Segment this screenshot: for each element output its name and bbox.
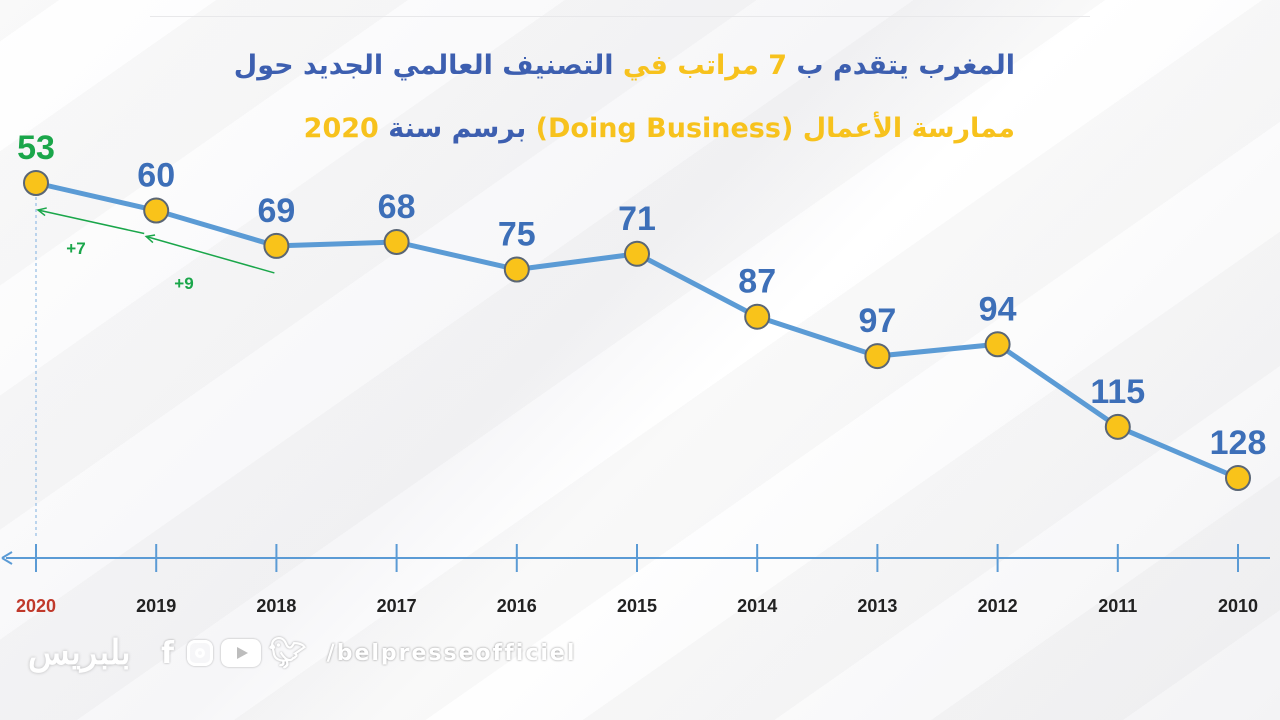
- data-label-2014: 87: [738, 263, 776, 301]
- title-line-2-segment-2: برسم سنة: [388, 113, 536, 144]
- title-line-2-segment-0: ممارسة الأعمال: [802, 113, 1015, 144]
- x-tick-label-2020: 2020: [16, 596, 56, 616]
- data-label-2018: 69: [257, 192, 295, 230]
- data-point-2011: [1104, 413, 1131, 440]
- data-point-2010: [1225, 465, 1251, 491]
- x-tick-label-2013: 2013: [857, 596, 897, 616]
- annotation-plus9: +9: [174, 274, 193, 293]
- data-point-2014: [744, 303, 771, 330]
- brand-logo: بلبريس: [28, 633, 132, 673]
- x-tick-label-2014: 2014: [737, 596, 777, 616]
- title-line-2-segment-1: (Doing Business): [535, 113, 803, 144]
- data-label-2020: 53: [17, 129, 55, 167]
- data-label-2011: 115: [1090, 373, 1145, 411]
- instagram-icon[interactable]: [186, 640, 213, 666]
- data-label-2013: 97: [858, 302, 896, 340]
- x-tick-label-2015: 2015: [617, 596, 657, 616]
- title-line-1-segment-3: التصنيف العالمي الجديد حول: [233, 50, 623, 81]
- data-point-2019: [143, 197, 170, 224]
- data-point-2017: [383, 229, 410, 255]
- x-tick-label-2011: 2011: [1098, 596, 1137, 616]
- data-label-2015: 71: [618, 200, 656, 238]
- twitter-icon[interactable]: 🐦︎: [268, 635, 307, 671]
- annotation-arrow-plus7-shaft: [37, 209, 145, 235]
- data-point-2012: [984, 331, 1011, 358]
- x-axis-arrow: [1, 551, 13, 565]
- chart-title-line-1: المغرب يتقدم ب 7 مراتب في التصنيف العالم…: [234, 50, 1015, 81]
- facebook-icon[interactable]: f: [161, 635, 175, 671]
- x-tick-label-2010: 2010: [1218, 596, 1258, 616]
- data-point-2020: [23, 170, 49, 196]
- top-divider: [150, 16, 1090, 17]
- data-point-2013: [864, 343, 891, 370]
- annotation-plus7: +7: [66, 239, 85, 258]
- data-label-2012: 94: [979, 290, 1017, 328]
- data-point-2018: [263, 232, 290, 259]
- social-handle[interactable]: /belpresseofficiel: [326, 640, 577, 666]
- data-label-2010: 128: [1210, 424, 1267, 462]
- data-label-2019: 60: [137, 157, 175, 195]
- data-label-2017: 68: [378, 188, 416, 226]
- data-label-2016: 75: [498, 216, 536, 254]
- x-tick-label-2017: 2017: [377, 596, 417, 616]
- youtube-icon[interactable]: [220, 639, 261, 667]
- chart-title-line-2: ممارسة الأعمال (Doing Business) برسم سنة…: [304, 113, 1015, 144]
- annotation-arrow-plus9-shaft: [145, 235, 275, 274]
- x-tick-label-2018: 2018: [256, 596, 296, 616]
- title-line-1-segment-1: 7 مراتب: [677, 50, 788, 81]
- annotation-arrow-plus7-head: [36, 207, 47, 217]
- x-tick-label-2019: 2019: [136, 596, 176, 616]
- x-tick-label-2016: 2016: [497, 596, 537, 616]
- annotation-arrow-plus9-head: [144, 234, 156, 244]
- x-tick-label-2012: 2012: [978, 596, 1018, 616]
- data-point-2015: [624, 240, 650, 267]
- title-line-1-segment-0: المغرب يتقدم ب: [787, 50, 1015, 81]
- data-point-2016: [503, 256, 530, 283]
- footer-branding: بلبريس f 🐦︎ /belpresseofficiel: [28, 628, 576, 678]
- title-line-1-segment-2: في: [622, 50, 678, 81]
- title-line-2-segment-3: 2020: [303, 113, 389, 144]
